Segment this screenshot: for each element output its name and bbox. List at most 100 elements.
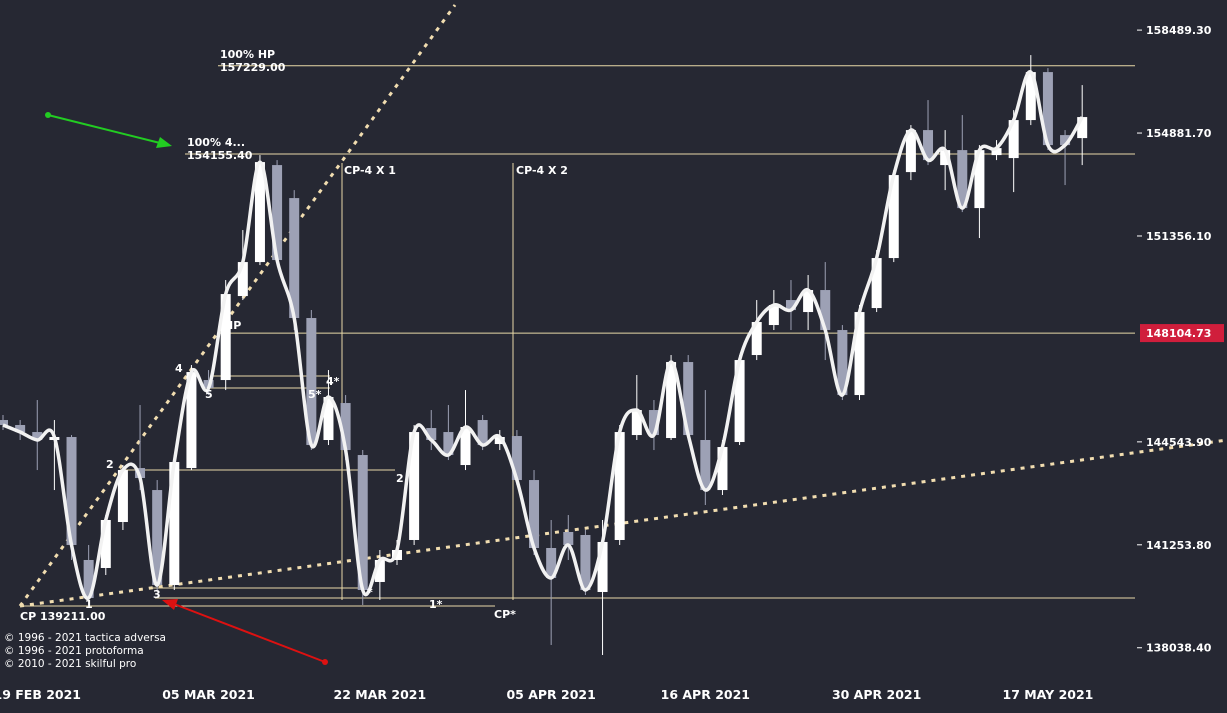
candle-body: [1060, 135, 1071, 146]
current-price-label: 148104.73: [1146, 327, 1211, 340]
annotation: CP 139211.00: [20, 610, 106, 623]
candle-body: [32, 432, 43, 441]
green-arrow: [45, 112, 172, 148]
candle-body: [648, 410, 659, 436]
candle-body: [768, 305, 779, 326]
candle-body: [957, 150, 968, 209]
candle-body: [237, 262, 248, 297]
candle-body: [700, 440, 711, 491]
annotations: CP-4 X 1 CP-4 X 2 CP 139211.00 1 2 3 4 5…: [4, 112, 568, 670]
candle-body: [1042, 72, 1053, 146]
candle-body: [15, 425, 26, 433]
candle-body: [477, 420, 488, 446]
candle-body: [803, 290, 814, 313]
annotation: 1*: [429, 598, 443, 611]
candle-body: [409, 432, 420, 540]
candle-body: [854, 312, 865, 396]
candle-body: [683, 362, 694, 436]
copyright: © 1996 - 2021 protoforma: [4, 645, 144, 657]
candle-body: [1025, 72, 1036, 121]
trend-line: [18, 4, 457, 607]
candle-body: [100, 519, 111, 568]
x-tick-label: 30 APR 2021: [832, 687, 921, 702]
candle-body: [940, 150, 951, 166]
candle-body: [597, 541, 608, 592]
candle-body: [717, 447, 728, 491]
copyright: © 1996 - 2021 tactica adversa: [4, 632, 166, 644]
x-tick-label: 22 MAR 2021: [334, 687, 427, 702]
candle-body: [374, 559, 385, 582]
candle-body: [340, 403, 351, 451]
annotation: *: [367, 586, 373, 599]
candle-body: [272, 165, 283, 261]
candle-body: [186, 372, 197, 469]
candle-body: [426, 428, 437, 441]
trend-line: [19, 438, 1227, 608]
annotation: 5*: [308, 388, 322, 401]
red-arrow: [162, 599, 328, 665]
annotation: 5: [205, 388, 213, 401]
x-tick-label: 16 APR 2021: [661, 687, 750, 702]
y-tick-label: 141253.80: [1146, 539, 1212, 552]
candle-body: [923, 130, 934, 161]
x-tick-label: 17 MAY 2021: [1003, 687, 1094, 702]
candle-body: [905, 130, 916, 173]
level-label: 154155.40: [187, 149, 253, 162]
y-tick-label: 154881.70: [1146, 127, 1212, 140]
annotation: 4*: [326, 375, 340, 388]
candle-body: [580, 534, 591, 591]
candle-body: [888, 175, 899, 259]
candle-body: [117, 470, 128, 523]
candle-body: [289, 198, 300, 319]
candle-body: [751, 322, 762, 356]
candle-body: [443, 432, 454, 456]
annotation: 3: [153, 588, 161, 601]
candle-body: [974, 150, 985, 209]
candle-body: [666, 362, 677, 439]
y-tick-label: 138038.40: [1146, 642, 1212, 655]
candle-body: [546, 547, 557, 578]
annotation: CP-4 X 1: [344, 164, 396, 177]
x-tick-label: 05 APR 2021: [506, 687, 595, 702]
current-price-tag: [1140, 324, 1224, 343]
candle-body: [631, 410, 642, 436]
candle-body: [511, 436, 522, 481]
y-tick-label: 158489.30: [1146, 24, 1212, 37]
level-title: 100% HP: [220, 48, 275, 61]
candle-body: [152, 490, 163, 585]
annotation: HP: [224, 319, 241, 332]
x-tick-label: 05 MAR 2021: [162, 687, 255, 702]
candle-body: [66, 437, 77, 545]
plot: 158489.30 154881.70 151356.10 144543.90 1412…: [0, 24, 1224, 702]
candle-body: [169, 462, 180, 585]
candle-body: [220, 294, 231, 381]
drawings: [18, 4, 1227, 608]
candle-body: [306, 318, 317, 446]
annotation: CP*: [494, 608, 516, 621]
annotation: 2: [396, 472, 404, 485]
annotation: 2: [106, 458, 114, 471]
annotation: 1: [85, 598, 93, 611]
candle-body: [323, 397, 334, 441]
y-tick-label: 151356.10: [1146, 230, 1212, 243]
annotation: CP-4 X 2: [516, 164, 568, 177]
copyright: © 2010 - 2021 skilful pro: [4, 658, 136, 670]
candle-body: [871, 258, 882, 309]
candle-body: [529, 480, 540, 548]
x-tick-label: 19 FEB 2021: [0, 687, 81, 702]
close-line: [2, 70, 1084, 600]
candle-body: [254, 162, 265, 263]
candle-body: [1008, 120, 1019, 159]
annotation: 4: [175, 362, 183, 375]
candle-body: [1077, 117, 1088, 139]
candle-body: [563, 531, 574, 545]
candle-body: [734, 360, 745, 443]
candle-body: [494, 437, 505, 445]
candle-body: [0, 420, 8, 426]
y-tick-label: 144543.90: [1146, 436, 1212, 449]
candle-body: [820, 290, 831, 331]
candle-body: [460, 427, 471, 466]
candle-body: [83, 559, 94, 598]
